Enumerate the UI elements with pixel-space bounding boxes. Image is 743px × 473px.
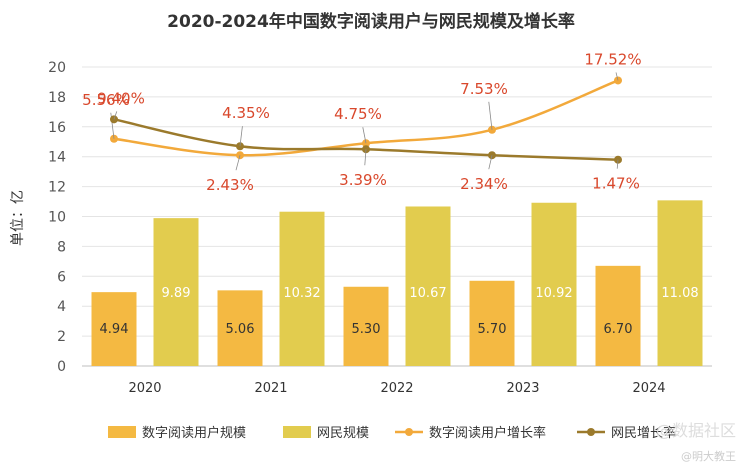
bar-value-label: 4.94: [100, 322, 129, 337]
bar: [153, 218, 199, 366]
line-value-label: 4.75%: [334, 105, 382, 123]
watermark-sub: @明大教王: [681, 449, 736, 463]
y-tick-label: 0: [57, 359, 66, 375]
bars: 4.94 5.06 5.30 5.70 6.70 9.89 10.32 10.67 10.92 1…: [91, 200, 703, 366]
y-tick-label: 20: [48, 60, 66, 76]
line-value-label: 3.39%: [339, 171, 387, 189]
lines: 5.56% 2.43% 4.75% 7.53% 17.52% 9.40% 4.35% 3.39…: [82, 50, 641, 194]
bar-value-label: 5.06: [226, 322, 255, 337]
y-tick-label: 6: [57, 269, 66, 285]
bar-value-label: 10.67: [409, 286, 446, 301]
label-leader: [239, 126, 243, 147]
bar-value-label: 10.92: [535, 286, 572, 301]
x-tick-label: 2020: [128, 381, 161, 396]
bar: [217, 290, 263, 366]
y-tick-label: 4: [57, 299, 66, 315]
label-leader: [616, 159, 619, 169]
legend-label: 网民规模: [317, 426, 369, 441]
bar: [279, 211, 325, 366]
line-value-label: 7.53%: [460, 80, 508, 98]
label-leader: [113, 111, 118, 120]
bar: [657, 200, 703, 366]
y-tick-label: 8: [57, 239, 66, 255]
legend-swatch: [283, 426, 311, 438]
legend-swatch-marker: [587, 428, 595, 436]
line-value-label: 5.56%: [82, 91, 130, 109]
bar: [469, 280, 515, 366]
y-axis-label: 单位：亿: [10, 190, 26, 246]
bar-value-label: 6.70: [604, 322, 633, 337]
y-tick-label: 10: [48, 210, 66, 226]
bar: [343, 286, 389, 366]
bar-value-label: 5.30: [352, 322, 381, 337]
y-tick-label: 2: [57, 329, 66, 345]
y-tick-label: 12: [48, 180, 66, 196]
legend-label: 网民增长率: [611, 425, 676, 441]
y-tick-label: 16: [48, 120, 66, 136]
bar: [595, 265, 641, 366]
line-value-label: 9.40%: [97, 89, 145, 107]
legend: 数字阅读用户规模 网民规模 数字阅读用户增长率 网民增长率: [108, 425, 676, 441]
bar-value-label: 9.89: [162, 286, 191, 301]
legend-swatch: [108, 426, 136, 438]
label-leader: [488, 155, 493, 170]
label-leader: [488, 101, 493, 130]
label-leader: [235, 155, 241, 171]
bar-value-label: 10.32: [283, 286, 320, 301]
x-tick-label: 2023: [506, 381, 539, 396]
legend-label: 数字阅读用户规模: [142, 425, 246, 441]
watermark-main: @数据社区: [656, 421, 736, 440]
legend-swatch-marker: [405, 428, 413, 436]
x-axis-ticks: 2020 2021 2022 2023 2024: [128, 381, 665, 396]
legend-label: 数字阅读用户增长率: [429, 425, 546, 441]
label-leader: [364, 149, 367, 166]
bar: [531, 202, 577, 366]
y-tick-label: 14: [48, 150, 66, 166]
line-value-label: 1.47%: [592, 175, 640, 193]
y-tick-label: 18: [48, 90, 66, 106]
x-tick-label: 2021: [254, 381, 287, 396]
label-leader: [615, 72, 619, 81]
bar: [405, 206, 451, 366]
bar-value-label: 11.08: [661, 286, 698, 301]
line-value-label: 2.43%: [206, 176, 254, 194]
bar-value-label: 5.70: [478, 322, 507, 337]
x-tick-label: 2022: [380, 381, 413, 396]
x-tick-label: 2024: [632, 381, 665, 396]
chart-title: 2020-2024年中国数字阅读用户与网民规模及增长率: [167, 11, 575, 32]
line-value-label: 17.52%: [584, 50, 641, 68]
label-leader: [362, 127, 367, 144]
line-value-label: 4.35%: [222, 104, 270, 122]
bar: [91, 292, 137, 366]
line-value-label: 2.34%: [460, 175, 508, 193]
y-axis-ticks: 0 2 4 6 8 10 12 14 16 18 20: [48, 60, 66, 375]
